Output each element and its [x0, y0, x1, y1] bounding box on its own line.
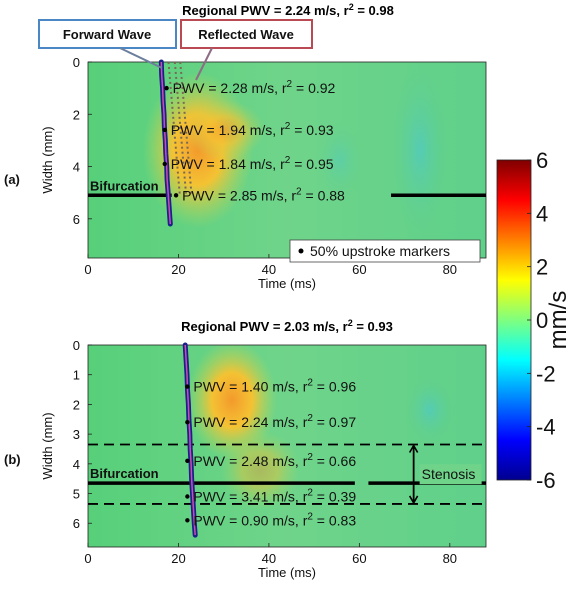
- panel-a-axes: 0 20 40 60 80 0 2 4 6 Time (ms) Width (mm): [40, 55, 457, 291]
- upstroke-marker: [185, 458, 190, 464]
- colorbar-tick-label: -2: [536, 361, 556, 386]
- pwv-annotation: PWV = 1.84 m/s, r2 = 0.95: [171, 155, 334, 172]
- panel-b-xtick-label: 40: [262, 551, 276, 566]
- upstroke-marker: [185, 518, 190, 523]
- reflected-wave-label: Reflected Wave: [198, 27, 294, 42]
- panel-a-heatmap: [88, 62, 486, 258]
- panel-b-ytick-label: 5: [73, 487, 80, 502]
- upstroke-fit-line: [160, 61, 172, 225]
- panel-a-annotations: Bifurcation PWV = 2.28 m/s, r2 = 0.92 PWV …: [88, 59, 486, 227]
- panel-b-ytick-label: 3: [73, 427, 80, 442]
- colorbar-tick-label: 4: [536, 201, 548, 226]
- panel-a-xtick-label: 80: [443, 262, 457, 277]
- panel-b-xlabel: Time (ms): [258, 565, 316, 580]
- stenosis-arrow-head: [408, 495, 419, 505]
- forward-wave-box: [38, 19, 177, 49]
- panel-b-ytick-label: 2: [73, 397, 80, 412]
- upstroke-marker: [162, 161, 167, 167]
- colorbar-label: mm/s: [545, 291, 572, 350]
- panel-a-xtick-label: 60: [352, 262, 366, 277]
- reflected-wave-trace: [173, 61, 188, 196]
- colorbar-tick-label: 0: [536, 308, 548, 333]
- reflected-wave-trace: [167, 61, 181, 196]
- pwv-annotation: PWV = 1.94 m/s, r2 = 0.93: [171, 121, 334, 138]
- upstroke-marker: [185, 494, 190, 499]
- panel-b-xtick-label: 60: [352, 551, 366, 566]
- reflected-wave-pointer: [195, 47, 213, 81]
- panel-b-ytick-label: 1: [73, 368, 80, 383]
- colorbar-tick-label: 2: [536, 255, 548, 280]
- panel-a-title: Regional PWV = 2.24 m/s, r2 = 0.98: [182, 2, 394, 18]
- panel-b-xtick-label: 20: [171, 551, 185, 566]
- panel-b-ylabel: Width (mm): [40, 412, 55, 479]
- panel-a-ytick-label: 0: [73, 55, 80, 70]
- panel-a-xtick-label: 0: [84, 262, 91, 277]
- panel-a-frame: [87, 61, 487, 259]
- pwv-annotation: PWV = 2.48 m/s, r2 = 0.66: [193, 452, 356, 469]
- pwv-annotation: PWV = 2.24 m/s, r2 = 0.97: [193, 413, 356, 430]
- legend-box: [289, 239, 481, 263]
- upstroke-marker: [173, 193, 179, 198]
- panel-b-ytick-label: 0: [73, 338, 80, 353]
- upstroke-marker: [162, 127, 167, 133]
- stenosis-label: Stenosis: [422, 466, 476, 482]
- panel-b-heatmap: [88, 345, 486, 547]
- pwv-annotation: PWV = 2.85 m/s, r2 = 0.88: [182, 186, 345, 203]
- panel-a-label: (a): [4, 172, 20, 187]
- pwv-annotation: PWV = 2.28 m/s, r2 = 0.92: [173, 79, 336, 96]
- panel-b-frame: [87, 344, 487, 548]
- panel-b-label: (b): [4, 452, 21, 467]
- pwv-annotation: PWV = 0.90 m/s, r2 = 0.83: [193, 511, 356, 528]
- stenosis-label-bg: [419, 464, 482, 485]
- upstroke-fit-line: [184, 344, 196, 536]
- panel-a-xtick-label: 40: [262, 262, 276, 277]
- upstroke-marker: [185, 384, 190, 389]
- reflected-wave-box: [180, 19, 313, 49]
- reflected-wave-trace: [179, 61, 193, 196]
- forward-wave-pointer: [119, 47, 163, 69]
- panel-a-ytick-label: 2: [73, 107, 80, 122]
- forward-wave-label: Forward Wave: [63, 27, 151, 42]
- panel-b-ytick-label: 6: [73, 516, 80, 531]
- panel-b-annotations: Bifurcation Stenosis PWV = 1.40 m/s, r2 = …: [88, 342, 486, 538]
- pwv-annotation: PWV = 3.41 m/s, r2 = 0.39: [193, 488, 356, 505]
- panel-a-ytick-label: 6: [73, 212, 80, 227]
- panel-a-xlabel: Time (ms): [258, 276, 316, 291]
- bifurcation-label: Bifurcation: [90, 178, 159, 193]
- panel-a-xtick-label: 20: [171, 262, 185, 277]
- panel-b-xtick-label: 0: [84, 551, 91, 566]
- panel-a-ytick-label: 4: [73, 160, 80, 175]
- legend-marker: [298, 248, 304, 254]
- panel-b-title: Regional PWV = 2.03 m/s, r2 = 0.93: [181, 318, 393, 334]
- colorbar-tick-label: -4: [536, 415, 556, 440]
- panel-a-ylabel: Width (mm): [40, 126, 55, 193]
- upstroke-marker: [164, 85, 169, 91]
- panel-b-axes: 0 20 40 60 80 0 1 2 3 4 5 6 Time (ms) Width (mm): [40, 338, 457, 580]
- bifurcation-label: Bifurcation: [90, 466, 159, 481]
- panel-b-xtick-label: 80: [443, 551, 457, 566]
- colorbar-ticks: 6 4 2 0 -2 -4 -6: [527, 148, 556, 493]
- colorbar-tick-label: 6: [536, 148, 548, 173]
- colorbar: [496, 159, 532, 481]
- panel-b-ytick-label: 4: [73, 457, 80, 472]
- stenosis-arrow-head: [408, 443, 419, 453]
- upstroke-marker: [185, 420, 190, 425]
- pwv-annotation: PWV = 1.40 m/s, r2 = 0.96: [193, 378, 356, 395]
- colorbar-tick-label: -6: [536, 468, 556, 493]
- legend-label: 50% upstroke markers: [310, 243, 450, 259]
